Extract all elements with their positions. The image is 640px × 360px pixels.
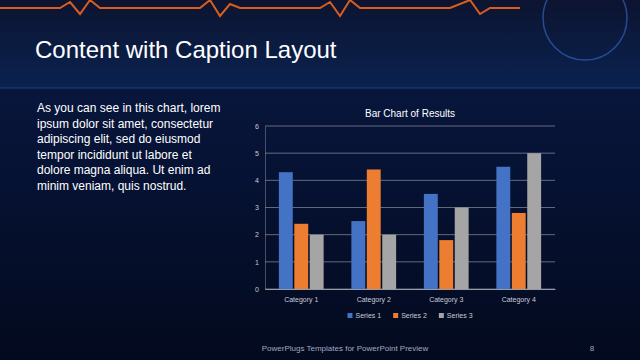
footer: PowerPlugs Templates for PowerPoint Prev… <box>262 344 429 353</box>
bar <box>455 208 469 290</box>
bar <box>496 167 510 289</box>
legend-label: Series 2 <box>401 312 427 319</box>
bar <box>279 172 293 289</box>
slide: Content with Caption Layout As you can se… <box>0 0 640 360</box>
y-axis-line <box>265 127 266 290</box>
x-axis: Category 1 Category 2 Category 3 Category 4 <box>266 289 556 304</box>
legend-item: Series 1 <box>347 312 381 319</box>
grid-line <box>265 153 555 154</box>
grid <box>265 126 555 289</box>
x-axis-line <box>266 289 556 290</box>
grid-line <box>265 126 555 127</box>
legend-item: Series 3 <box>439 312 473 319</box>
y-tick-label: 1 <box>255 259 259 266</box>
slide-title: Content with Caption Layout <box>35 36 337 63</box>
y-tick-label: 5 <box>255 150 259 157</box>
caption-line: tempor incididunt ut labore et <box>37 148 192 162</box>
grid-line <box>265 289 555 290</box>
x-tick-label: Category 1 <box>284 296 318 304</box>
x-tick: Category 1 <box>284 289 318 304</box>
grid-line <box>265 180 555 181</box>
y-tick-label: 0 <box>255 286 259 293</box>
bar <box>512 213 526 289</box>
bar <box>294 224 308 289</box>
y-tick: 1 <box>255 259 265 266</box>
legend: Series 1 Series 2 Series 3 <box>347 312 472 319</box>
y-tick: 6 <box>255 123 265 130</box>
grid-line <box>265 261 555 262</box>
y-tick: 5 <box>255 150 265 157</box>
bar <box>527 153 541 289</box>
legend-label: Series 1 <box>355 312 381 319</box>
bars <box>279 153 541 289</box>
heartbeat-decoration <box>0 0 520 16</box>
legend-item: Series 2 <box>393 312 427 319</box>
brain-decoration <box>543 0 627 60</box>
legend-label: Series 3 <box>447 312 473 319</box>
bar <box>424 194 438 289</box>
y-tick-label: 6 <box>255 123 259 130</box>
legend-swatch <box>439 313 444 318</box>
legend-swatch <box>347 313 352 318</box>
y-tick-label: 2 <box>255 231 259 238</box>
x-tick-label: Category 4 <box>502 296 536 304</box>
caption: As you can see in this chart, lorem ipsum… <box>37 101 220 193</box>
bar <box>382 235 396 289</box>
bar <box>310 235 324 289</box>
caption-line: ipsum dolor sit amet, consectetur <box>37 117 213 131</box>
y-tick: 4 <box>255 177 265 184</box>
x-tick-label: Category 3 <box>429 296 463 304</box>
bar <box>351 221 365 289</box>
grid-line <box>265 234 555 235</box>
y-tick: 3 <box>255 204 265 211</box>
chart: Bar Chart of Results0123456Category 1Cat… <box>255 108 555 319</box>
y-tick-label: 3 <box>255 204 259 211</box>
x-tick: Category 2 <box>357 289 391 304</box>
x-tick: Category 3 <box>429 289 463 304</box>
caption-line: minim veniam, quis nostrud. <box>37 179 186 193</box>
grid-line <box>265 207 555 208</box>
legend-swatch <box>393 313 398 318</box>
bar <box>367 169 381 289</box>
y-tick: 2 <box>255 231 265 238</box>
y-axis: 0 1 2 3 4 5 6 <box>255 123 265 293</box>
y-tick-label: 4 <box>255 177 259 184</box>
bar <box>439 240 453 289</box>
background <box>0 0 640 360</box>
x-tick: Category 4 <box>502 289 536 304</box>
chart-title: Bar Chart of Results <box>365 108 455 119</box>
caption-line: adipiscing elit, sed do eiusmod <box>37 132 200 146</box>
caption-line: As you can see in this chart, lorem <box>37 101 220 115</box>
page-number: 8 <box>590 344 595 353</box>
x-tick-label: Category 2 <box>357 296 391 304</box>
y-tick: 0 <box>255 286 265 293</box>
banner-edge <box>0 88 640 89</box>
caption-line: dolore magna aliqua. Ut enim ad <box>37 163 210 177</box>
